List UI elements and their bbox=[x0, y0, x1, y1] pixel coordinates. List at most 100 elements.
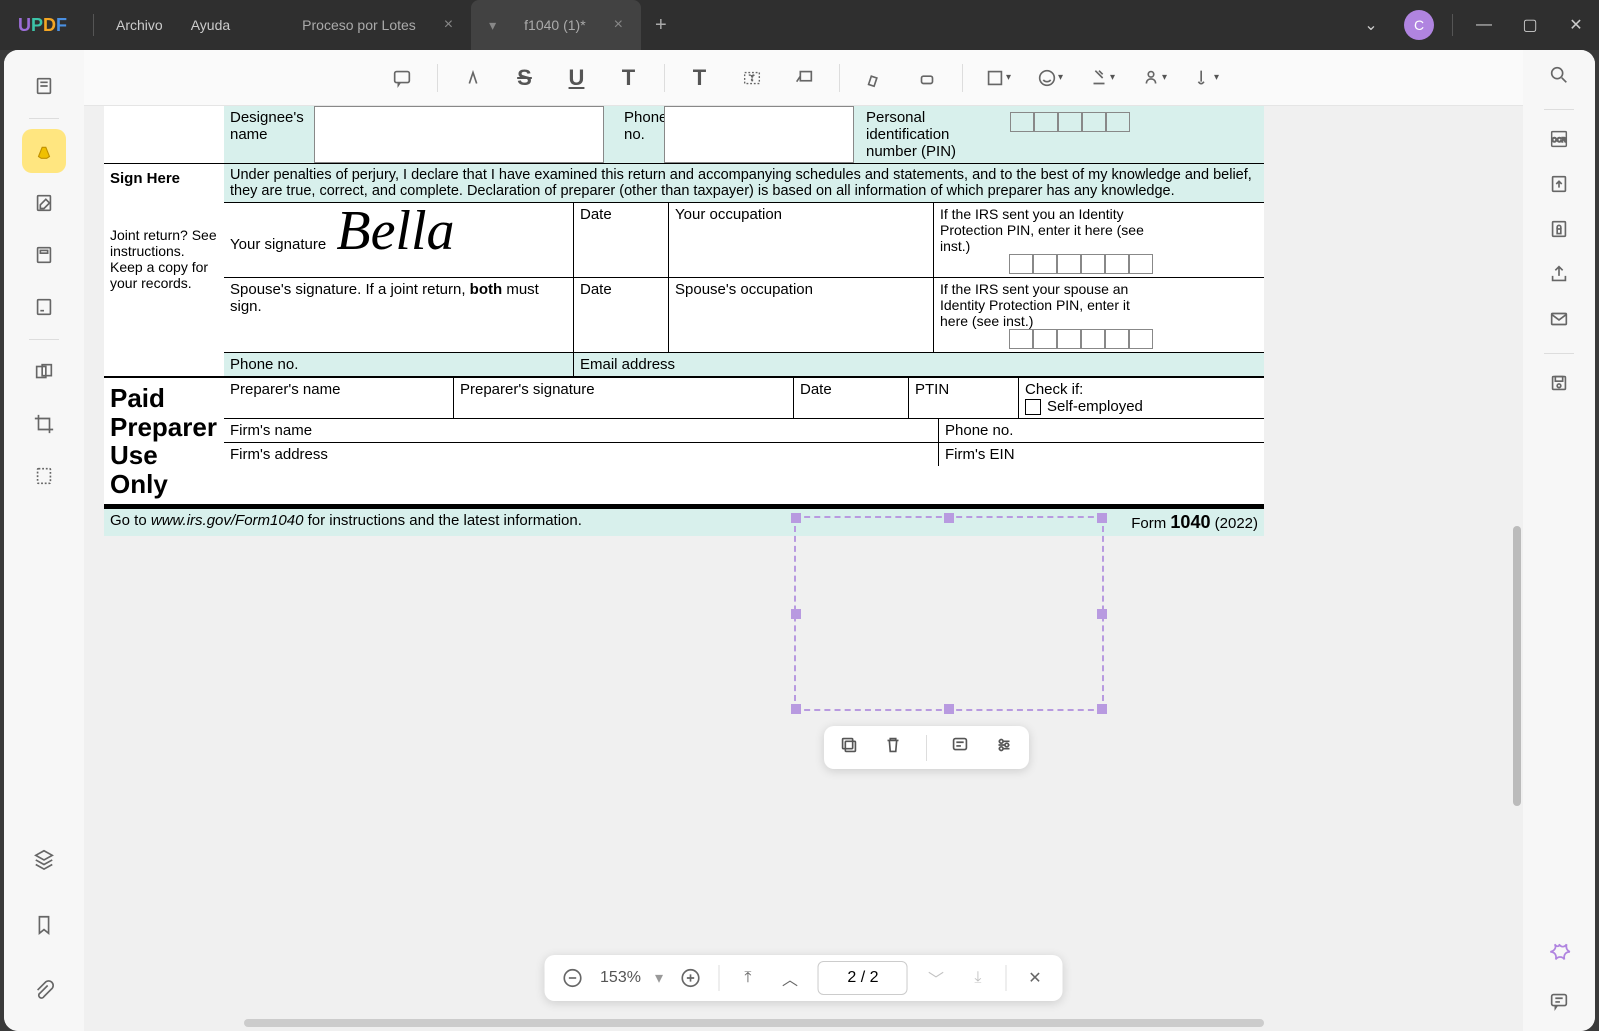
edit-tool-icon[interactable] bbox=[22, 181, 66, 225]
last-page-button[interactable]: ⤓ bbox=[964, 964, 992, 992]
share-icon[interactable] bbox=[1548, 263, 1570, 290]
separator bbox=[93, 14, 94, 36]
delete-icon[interactable] bbox=[882, 734, 904, 761]
copy-icon[interactable] bbox=[838, 734, 860, 761]
search-icon[interactable] bbox=[1548, 64, 1570, 91]
field-label: PTIN bbox=[909, 378, 1019, 418]
resize-handle[interactable] bbox=[944, 513, 954, 523]
highlight-icon[interactable] bbox=[456, 61, 490, 95]
field-label: Your signature bbox=[230, 236, 326, 253]
eraser-icon[interactable] bbox=[910, 61, 944, 95]
convert-icon[interactable] bbox=[1548, 173, 1570, 200]
page-input[interactable] bbox=[818, 961, 908, 995]
pin-boxes[interactable] bbox=[1009, 254, 1153, 274]
attachment-icon[interactable] bbox=[22, 969, 66, 1013]
zoom-in-button[interactable] bbox=[677, 964, 705, 992]
underline-icon[interactable]: U bbox=[560, 61, 594, 95]
joint-return-note: Joint return? See instructions. Keep a c… bbox=[110, 227, 218, 291]
avatar[interactable]: C bbox=[1404, 10, 1434, 40]
separator bbox=[1006, 965, 1007, 991]
sticker-icon[interactable]: ▾ bbox=[1033, 61, 1067, 95]
minimize-button[interactable]: — bbox=[1461, 0, 1507, 50]
close-button[interactable]: ✕ bbox=[1553, 0, 1599, 50]
form-tool-icon[interactable] bbox=[22, 285, 66, 329]
chevron-down-icon[interactable]: ⌄ bbox=[1348, 0, 1394, 50]
maximize-button[interactable]: ▢ bbox=[1507, 0, 1553, 50]
prev-page-button[interactable]: ︿ bbox=[776, 964, 804, 992]
zoom-value: 153% bbox=[600, 969, 641, 987]
pin-boxes[interactable] bbox=[1009, 329, 1153, 349]
pencil-icon[interactable] bbox=[858, 61, 892, 95]
stamp-icon[interactable]: ▾ bbox=[1085, 61, 1119, 95]
field-label: Phone no. bbox=[224, 353, 574, 376]
designee-name-input[interactable] bbox=[314, 106, 604, 163]
resize-handle[interactable] bbox=[791, 704, 801, 714]
close-pager-button[interactable]: ✕ bbox=[1021, 964, 1049, 992]
resize-handle[interactable] bbox=[791, 513, 801, 523]
reader-tool-icon[interactable] bbox=[22, 64, 66, 108]
vertical-scrollbar[interactable] bbox=[1513, 526, 1521, 806]
crop-tool-icon[interactable] bbox=[22, 402, 66, 446]
field-label: Firm's name bbox=[224, 419, 939, 442]
resize-handle[interactable] bbox=[791, 609, 801, 619]
section-label bbox=[104, 106, 224, 163]
tab-label: Proceso por Lotes bbox=[302, 17, 416, 33]
horizontal-scrollbar[interactable] bbox=[244, 1019, 1264, 1027]
document-viewport[interactable]: Designee's name Phone no. Personal ident… bbox=[84, 106, 1523, 1031]
field-label: If the IRS sent you an Identity Protecti… bbox=[940, 206, 1153, 254]
selection-rectangle[interactable] bbox=[794, 516, 1104, 711]
watermark-tool-icon[interactable] bbox=[22, 454, 66, 498]
add-tab-button[interactable]: + bbox=[641, 14, 681, 37]
tab-batch[interactable]: Proceso por Lotes × bbox=[284, 0, 471, 50]
separator bbox=[719, 965, 720, 991]
zoom-dropdown-icon[interactable]: ▾ bbox=[655, 968, 663, 988]
resize-handle[interactable] bbox=[1097, 513, 1107, 523]
page-tool-icon[interactable] bbox=[22, 233, 66, 277]
ai-icon[interactable] bbox=[1546, 941, 1572, 972]
field-label: Preparer's signature bbox=[454, 378, 794, 418]
close-icon[interactable]: × bbox=[614, 16, 623, 34]
sign-icon[interactable]: ▾ bbox=[1189, 61, 1223, 95]
menu-help[interactable]: Ayuda bbox=[177, 17, 244, 33]
comment-icon[interactable] bbox=[385, 61, 419, 95]
field-label: Spouse's occupation bbox=[669, 278, 934, 352]
text-icon[interactable]: T bbox=[683, 61, 717, 95]
callout-icon[interactable] bbox=[787, 61, 821, 95]
protect-icon[interactable] bbox=[1548, 218, 1570, 245]
shape-icon[interactable]: ▾ bbox=[981, 61, 1015, 95]
titlebar: UPDF Archivo Ayuda Proceso por Lotes × ▾… bbox=[0, 0, 1599, 50]
resize-handle[interactable] bbox=[944, 704, 954, 714]
organize-tool-icon[interactable] bbox=[22, 350, 66, 394]
pin-boxes[interactable] bbox=[1010, 112, 1130, 132]
separator bbox=[1544, 109, 1574, 110]
highlighter-tool-icon[interactable] bbox=[22, 129, 66, 173]
tab-dropdown-icon[interactable]: ▾ bbox=[489, 17, 496, 34]
field-label: Phone no. bbox=[604, 106, 664, 163]
ocr-icon[interactable]: OCR bbox=[1548, 128, 1570, 155]
next-page-button[interactable]: ﹀ bbox=[922, 964, 950, 992]
note-icon[interactable] bbox=[949, 734, 971, 761]
right-sidebar: OCR bbox=[1523, 50, 1595, 1031]
properties-icon[interactable] bbox=[993, 734, 1015, 761]
separator bbox=[1544, 353, 1574, 354]
email-icon[interactable] bbox=[1548, 308, 1570, 335]
resize-handle[interactable] bbox=[1097, 704, 1107, 714]
menu-file[interactable]: Archivo bbox=[102, 17, 177, 33]
comments-panel-icon[interactable] bbox=[1548, 990, 1570, 1017]
self-employed-checkbox[interactable] bbox=[1025, 399, 1041, 415]
save-icon[interactable] bbox=[1548, 372, 1570, 399]
tab-label: f1040 (1)* bbox=[524, 17, 585, 33]
bookmark-icon[interactable] bbox=[22, 903, 66, 947]
strikethrough-icon[interactable]: S bbox=[508, 61, 542, 95]
textbox-icon[interactable]: T bbox=[735, 61, 769, 95]
phone-input[interactable] bbox=[664, 106, 854, 163]
signature-icon[interactable]: ▾ bbox=[1137, 61, 1171, 95]
resize-handle[interactable] bbox=[1097, 609, 1107, 619]
separator bbox=[664, 64, 665, 92]
layers-icon[interactable] bbox=[22, 837, 66, 881]
zoom-out-button[interactable] bbox=[558, 964, 586, 992]
first-page-button[interactable]: ⤒ bbox=[734, 964, 762, 992]
close-icon[interactable]: × bbox=[444, 16, 453, 34]
tab-current[interactable]: ▾ f1040 (1)* × bbox=[471, 0, 641, 50]
squiggly-icon[interactable]: T bbox=[612, 61, 646, 95]
